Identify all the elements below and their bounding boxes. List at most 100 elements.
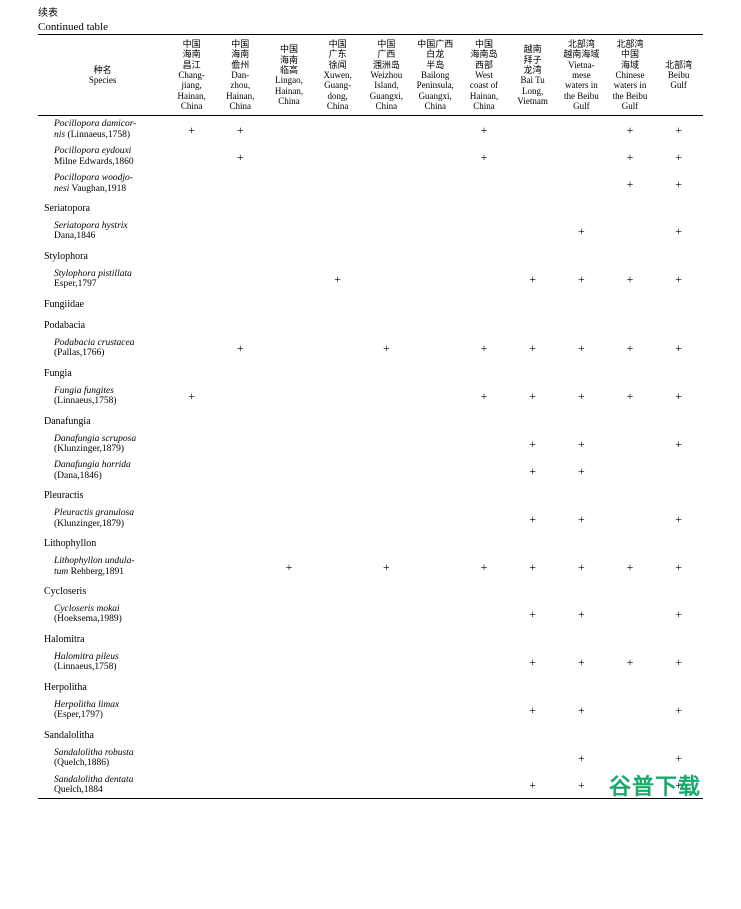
presence-cell [167,457,216,484]
cell [411,484,460,505]
cell [460,724,509,745]
family-row: Fungiidae [38,293,703,314]
cell [411,410,460,431]
cell [508,410,557,431]
table-body: Pocillopora damicor-nis (Linnaeus,1758)+… [38,116,703,799]
presence-cell [313,335,362,362]
presence-cell [460,697,509,724]
cell [411,724,460,745]
authority: Quelch,1884 [54,785,103,795]
header-location: 中国海南昌江Chang-jiang,Hainan,China [167,35,216,116]
presence-cell [167,335,216,362]
genus-row: Seriatopora [38,197,703,218]
genus-name: Pleuractis [38,484,167,505]
presence-cell: + [508,383,557,410]
presence-cell [411,170,460,197]
presence-cell [411,505,460,532]
presence-cell [216,266,265,293]
cell [606,532,655,553]
cell [460,628,509,649]
cell [460,362,509,383]
presence-cell [167,697,216,724]
presence-cell [460,170,509,197]
cell [508,362,557,383]
presence-cell [508,143,557,170]
presence-cell [216,218,265,245]
header-location-cn: 中国海南昌江 [183,39,201,70]
header-location-en: WeizhouIsland,Guangxi,China [370,70,403,111]
species-row: Fungia fungites(Linnaeus,1758)++++++ [38,383,703,410]
presence-cell [216,601,265,628]
presence-cell: + [508,335,557,362]
scientific-name: Seriatopora hystrix [54,221,128,231]
header-species: 种名 Species [38,35,167,116]
header-location: 中国海南临高Lingao,Hainan,China [265,35,314,116]
presence-cell [411,457,460,484]
authority: (Esper,1797) [54,710,103,720]
cell [216,362,265,383]
presence-cell: + [557,218,606,245]
species-row: Halomitra pileus(Linnaeus,1758)++++ [38,649,703,676]
cell [362,676,411,697]
cell [362,724,411,745]
presence-cell: + [557,383,606,410]
presence-cell [216,457,265,484]
cell [557,362,606,383]
presence-cell: + [654,143,703,170]
cell [167,724,216,745]
page: 续表 Continued table 种名 Species 中国海南昌江Chan… [0,0,741,809]
presence-cell: + [557,431,606,458]
cell [411,314,460,335]
presence-cell [654,457,703,484]
authority: (Pallas,1766) [54,348,104,358]
presence-cell [362,266,411,293]
cell [508,245,557,266]
presence-cell [265,697,314,724]
species-name: Stylophora pistillataEsper,1797 [38,266,167,293]
presence-cell [313,601,362,628]
presence-cell: + [654,553,703,580]
genus-name: Seriatopora [38,197,167,218]
continued-label-en: Continued table [38,21,703,33]
presence-cell [362,116,411,143]
presence-cell: + [606,383,655,410]
presence-cell [362,170,411,197]
cell [167,362,216,383]
cell [557,724,606,745]
presence-cell [362,649,411,676]
authority: (Linnaeus,1758) [54,662,117,672]
cell [265,484,314,505]
genus-row: Herpolitha [38,676,703,697]
cell [606,410,655,431]
presence-cell: + [557,266,606,293]
species-row: Herpolitha limax(Esper,1797)+++ [38,697,703,724]
presence-cell: + [508,431,557,458]
species-name: Danafungia horrida(Dana,1846) [38,457,167,484]
header-location-cn: 中国海南岛西部 [470,39,497,70]
presence-cell [508,745,557,772]
presence-cell [216,745,265,772]
scientific-name: Pleuractis granulosa [54,508,134,518]
header-location-en: Westcoast ofHainan,China [470,70,498,111]
genus-name: Cycloseris [38,580,167,601]
cell [606,484,655,505]
presence-cell: + [654,218,703,245]
cell [654,362,703,383]
presence-cell: + [508,553,557,580]
genus-row: Sandalolitha [38,724,703,745]
presence-cell [460,266,509,293]
cell [460,484,509,505]
species-name: Lithophyllon undula-tum Rehberg,1891 [38,553,167,580]
presence-cell [411,266,460,293]
presence-cell: + [508,601,557,628]
cell [557,676,606,697]
cell [216,484,265,505]
cell [216,532,265,553]
header-location-en: BailongPeninsula,Guangxi,China [417,70,454,111]
authority: (Quelch,1886) [54,758,109,768]
header-location: 越南拜子龙湾Bai TuLong,Vietnam [508,35,557,116]
header-location: 中国海南岛西部Westcoast ofHainan,China [460,35,509,116]
cell [167,410,216,431]
presence-cell: + [557,335,606,362]
cell [606,293,655,314]
